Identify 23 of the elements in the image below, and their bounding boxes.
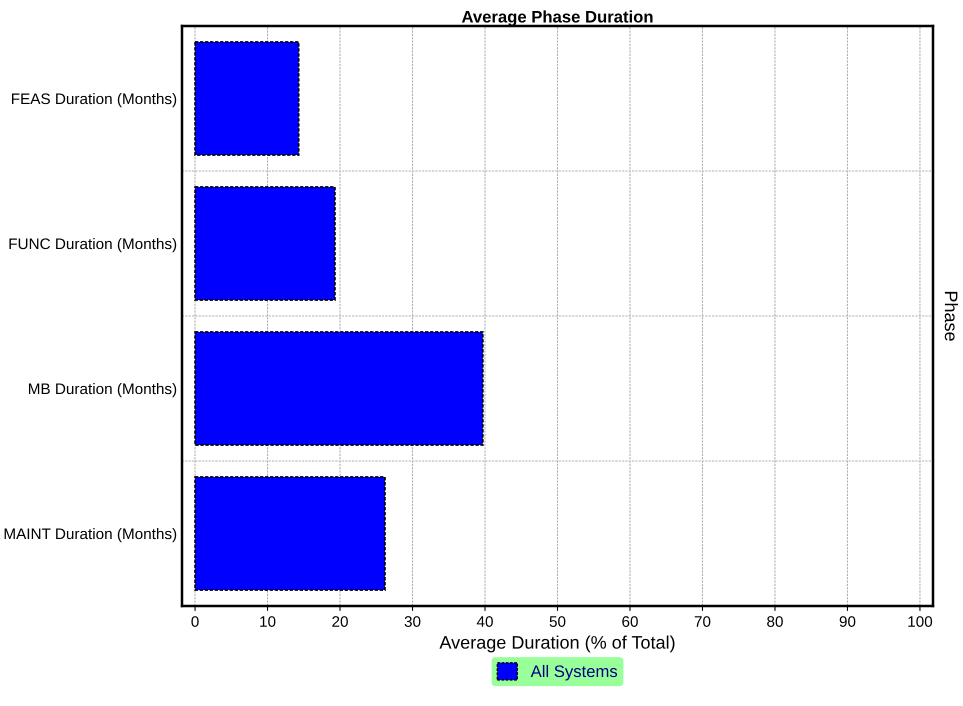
- x-tick-label: 80: [767, 616, 783, 627]
- bar: [194, 41, 300, 156]
- y-tick-label: FEAS Duration (Months): [12, 92, 176, 108]
- y2-axis-title: Phase: [944, 292, 958, 341]
- x-tick-label: 20: [332, 616, 348, 627]
- x-tick-label: 10: [260, 616, 276, 627]
- x-tick-label: 0: [191, 616, 199, 627]
- x-tick-label: 100: [908, 616, 932, 627]
- bar: [194, 476, 386, 591]
- y-tick-label: MB Duration (Months): [28, 382, 176, 398]
- x-axis-title: Average Duration (% of Total): [439, 636, 674, 652]
- y-tick-label: MAINT Duration (Months): [4, 528, 176, 542]
- x-tick-label: 50: [550, 616, 566, 627]
- bar: [194, 331, 484, 446]
- bar: [194, 186, 336, 301]
- chart-title: Average Phase Duration: [462, 10, 652, 26]
- legend-label: All Systems: [530, 664, 618, 680]
- x-tick-label: 90: [840, 616, 856, 627]
- y-tick-label: FUNC Duration (Months): [9, 238, 176, 252]
- x-tick-label: 40: [476, 616, 493, 627]
- x-tick-label: 70: [694, 616, 710, 627]
- x-tick-label: 60: [622, 616, 638, 627]
- x-tick-label: 30: [404, 616, 420, 627]
